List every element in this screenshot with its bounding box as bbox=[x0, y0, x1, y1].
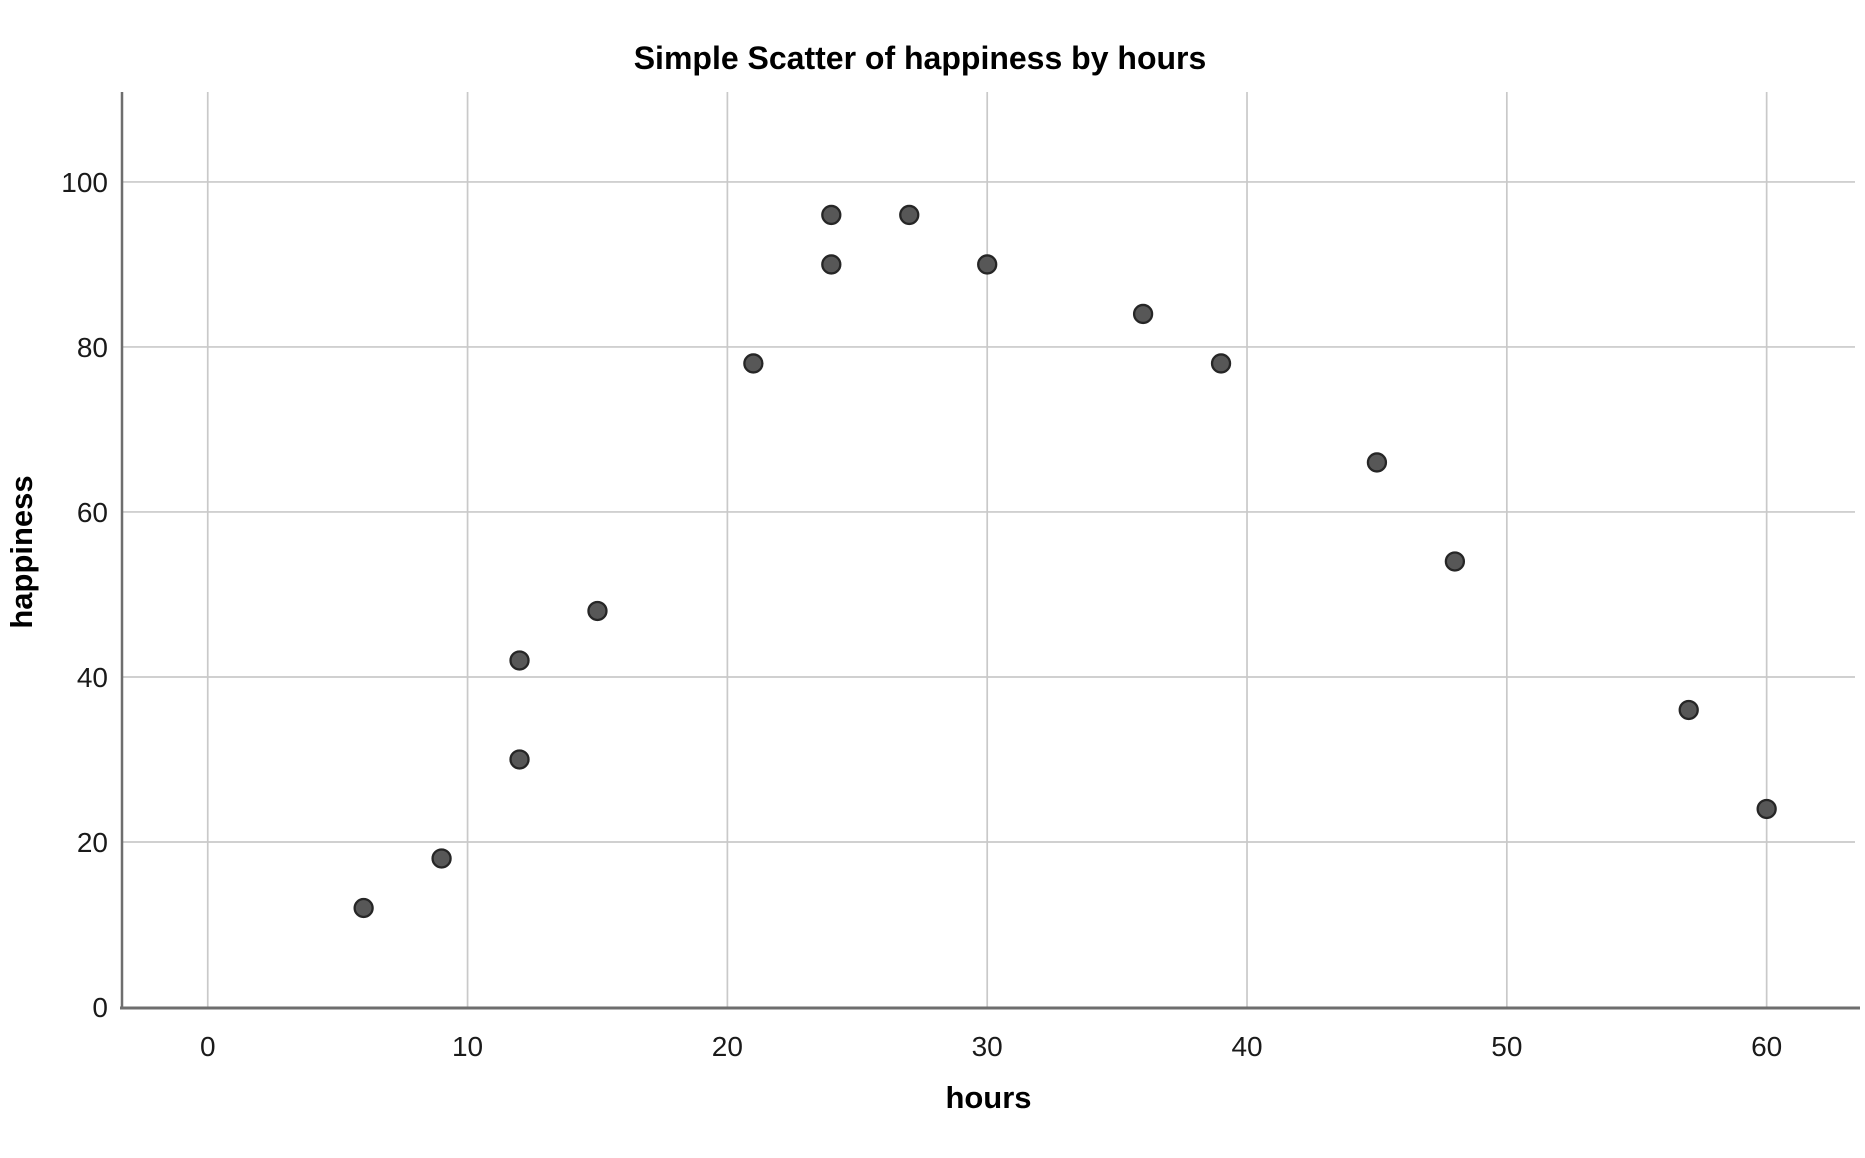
data-point bbox=[1756, 798, 1777, 820]
y-tick-label: 80 bbox=[77, 332, 108, 363]
x-tick-label: 60 bbox=[1751, 1031, 1782, 1062]
data-point bbox=[1444, 551, 1466, 572]
data-point bbox=[821, 204, 842, 226]
data-point bbox=[899, 204, 920, 226]
y-tick-label: 100 bbox=[61, 167, 108, 198]
y-tick-label: 0 bbox=[92, 992, 108, 1023]
x-tick-label: 0 bbox=[200, 1031, 216, 1062]
y-tick-label: 20 bbox=[77, 827, 108, 858]
x-tick-label: 50 bbox=[1491, 1031, 1522, 1062]
data-point bbox=[1210, 353, 1232, 374]
y-axis-title: happiness bbox=[4, 475, 39, 629]
data-point bbox=[1132, 303, 1154, 325]
data-point bbox=[821, 254, 842, 275]
data-point bbox=[587, 600, 608, 622]
data-point bbox=[431, 848, 452, 869]
y-tick-label: 60 bbox=[77, 497, 108, 528]
x-axis-title: hours bbox=[945, 1080, 1032, 1115]
x-tick-label: 40 bbox=[1231, 1031, 1262, 1062]
data-point bbox=[353, 897, 374, 919]
data-point bbox=[743, 353, 764, 374]
chart-title: Simple Scatter of happiness by hours bbox=[633, 40, 1207, 76]
y-tick-label: 40 bbox=[77, 662, 108, 693]
data-point bbox=[509, 749, 530, 770]
data-point bbox=[1366, 452, 1388, 473]
x-tick-label: 30 bbox=[972, 1031, 1003, 1062]
x-tick-label: 20 bbox=[712, 1031, 743, 1062]
x-tick-label: 10 bbox=[452, 1031, 483, 1062]
data-point bbox=[509, 650, 530, 671]
data-point bbox=[977, 254, 998, 275]
data-point bbox=[1678, 699, 1699, 721]
